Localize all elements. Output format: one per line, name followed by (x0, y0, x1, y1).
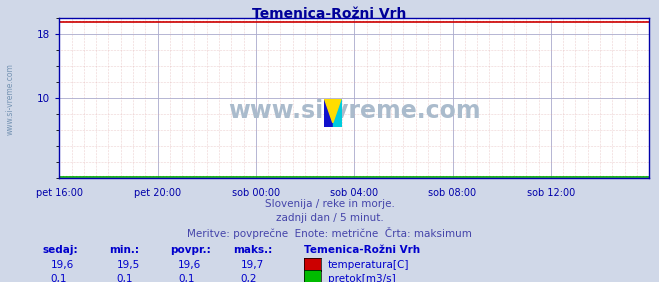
Text: maks.:: maks.: (233, 245, 272, 255)
Text: sob 00:00: sob 00:00 (232, 188, 280, 197)
Bar (324, 99, 333, 127)
Text: zadnji dan / 5 minut.: zadnji dan / 5 minut. (275, 213, 384, 223)
Text: 19,5: 19,5 (117, 260, 140, 270)
Text: 0,1: 0,1 (51, 274, 67, 282)
Text: temperatura[C]: temperatura[C] (328, 260, 409, 270)
Text: 0,2: 0,2 (241, 274, 257, 282)
Text: pretok[m3/s]: pretok[m3/s] (328, 274, 395, 282)
Text: 0,1: 0,1 (178, 274, 194, 282)
Text: Temenica-Rožni Vrh: Temenica-Rožni Vrh (252, 7, 407, 21)
Text: 19,6: 19,6 (51, 260, 74, 270)
Text: Meritve: povprečne  Enote: metrične  Črta: maksimum: Meritve: povprečne Enote: metrične Črta:… (187, 227, 472, 239)
Text: sob 04:00: sob 04:00 (330, 188, 378, 197)
Text: 0,1: 0,1 (117, 274, 133, 282)
Text: povpr.:: povpr.: (170, 245, 211, 255)
Text: Temenica-Rožni Vrh: Temenica-Rožni Vrh (304, 245, 420, 255)
Text: www.si-vreme.com: www.si-vreme.com (5, 63, 14, 135)
Text: 19,7: 19,7 (241, 260, 264, 270)
Text: pet 16:00: pet 16:00 (36, 188, 83, 197)
Text: www.si-vreme.com: www.si-vreme.com (228, 99, 480, 123)
Text: Slovenija / reke in morje.: Slovenija / reke in morje. (264, 199, 395, 209)
Text: sob 08:00: sob 08:00 (428, 188, 476, 197)
Text: min.:: min.: (109, 245, 139, 255)
Polygon shape (324, 99, 341, 123)
Text: sedaj:: sedaj: (43, 245, 78, 255)
Text: pet 20:00: pet 20:00 (134, 188, 181, 197)
Bar (333, 99, 342, 127)
Polygon shape (324, 99, 341, 123)
Text: sob 12:00: sob 12:00 (527, 188, 575, 197)
Text: 19,6: 19,6 (178, 260, 201, 270)
